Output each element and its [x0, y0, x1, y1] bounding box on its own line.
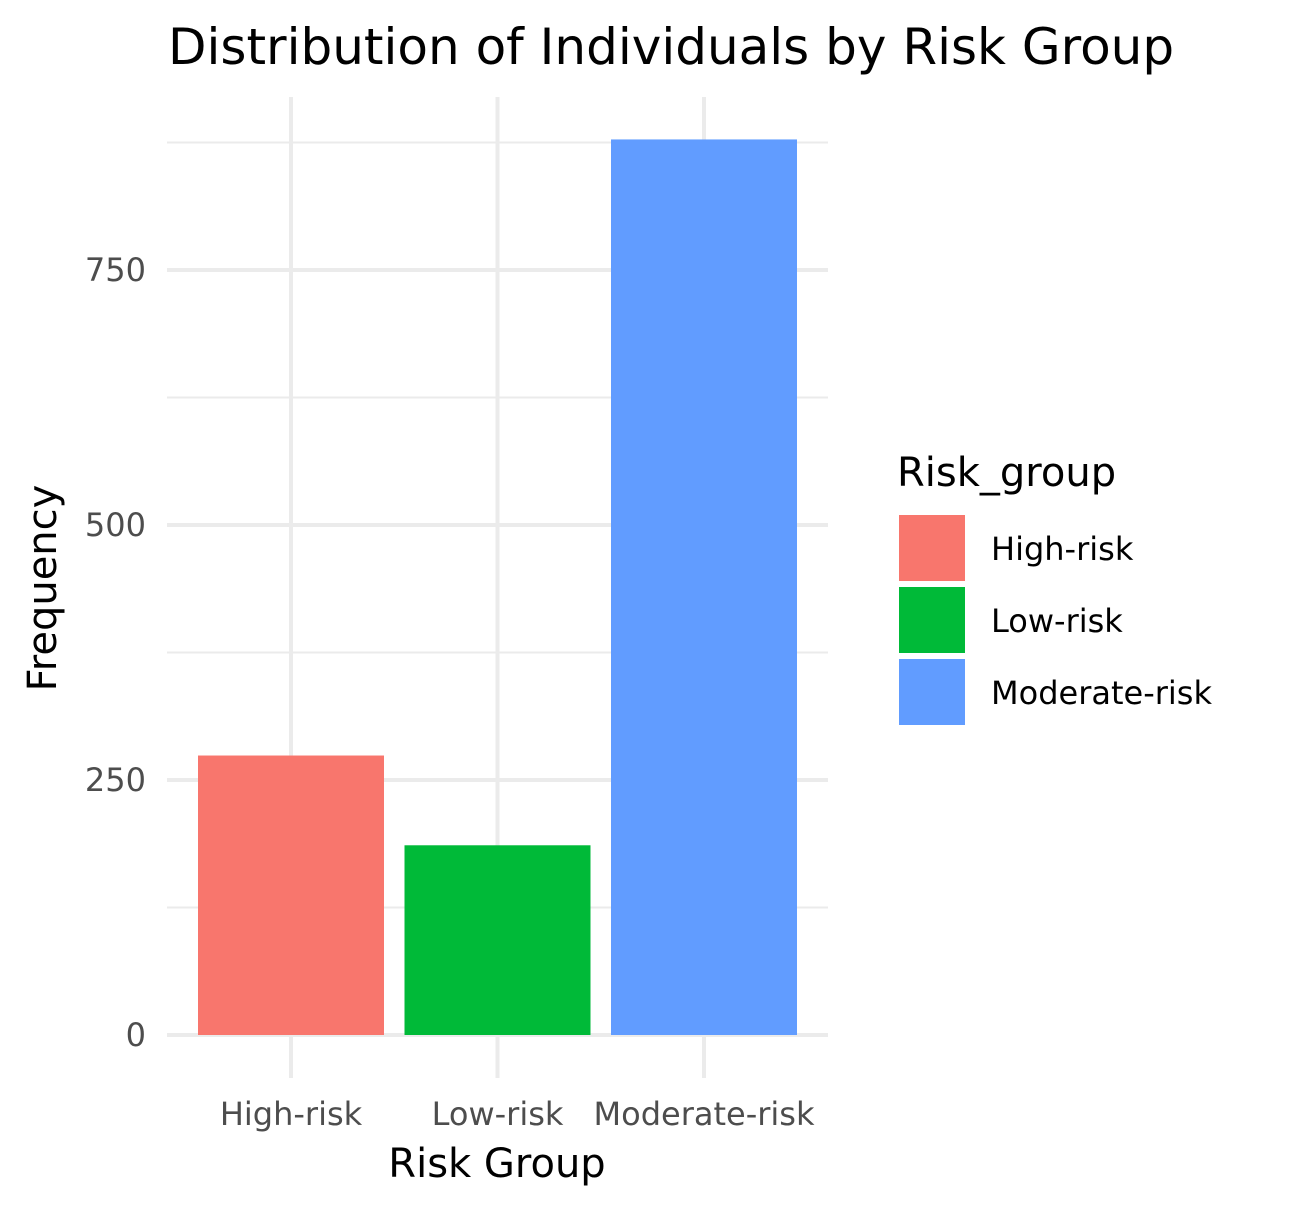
legend-swatch	[899, 587, 965, 653]
legend-label: Moderate-risk	[991, 674, 1212, 712]
x-tick-label: Low-risk	[432, 1095, 564, 1133]
legend-swatch	[899, 515, 965, 581]
legend-label: Low-risk	[991, 602, 1123, 640]
legend: Risk_group High-risk Low-risk Moderate-ris…	[897, 450, 1212, 725]
x-tick-labels: High-risk Low-risk Moderate-risk	[220, 1095, 815, 1133]
y-tick-label: 250	[85, 761, 146, 799]
x-tick-label: Moderate-risk	[594, 1095, 815, 1133]
legend-title: Risk_group	[897, 450, 1116, 496]
legend-label: High-risk	[991, 530, 1134, 568]
bar-high-risk	[198, 755, 384, 1035]
bars	[198, 139, 797, 1035]
legend-items: High-risk Low-risk Moderate-risk	[899, 515, 1212, 725]
bar-moderate-risk	[611, 139, 797, 1035]
y-tick-label: 750	[85, 251, 146, 289]
y-tick-label: 0	[126, 1016, 146, 1054]
y-tick-label: 500	[85, 506, 146, 544]
legend-swatch	[899, 659, 965, 725]
x-tick-label: High-risk	[220, 1095, 363, 1133]
bar-low-risk	[404, 845, 591, 1035]
x-axis-title: Risk Group	[388, 1141, 605, 1187]
y-tick-labels: 0 250 500 750	[85, 251, 146, 1054]
y-axis-title: Frequency	[20, 485, 66, 692]
chart-title: Distribution of Individuals by Risk Grou…	[168, 18, 1174, 76]
